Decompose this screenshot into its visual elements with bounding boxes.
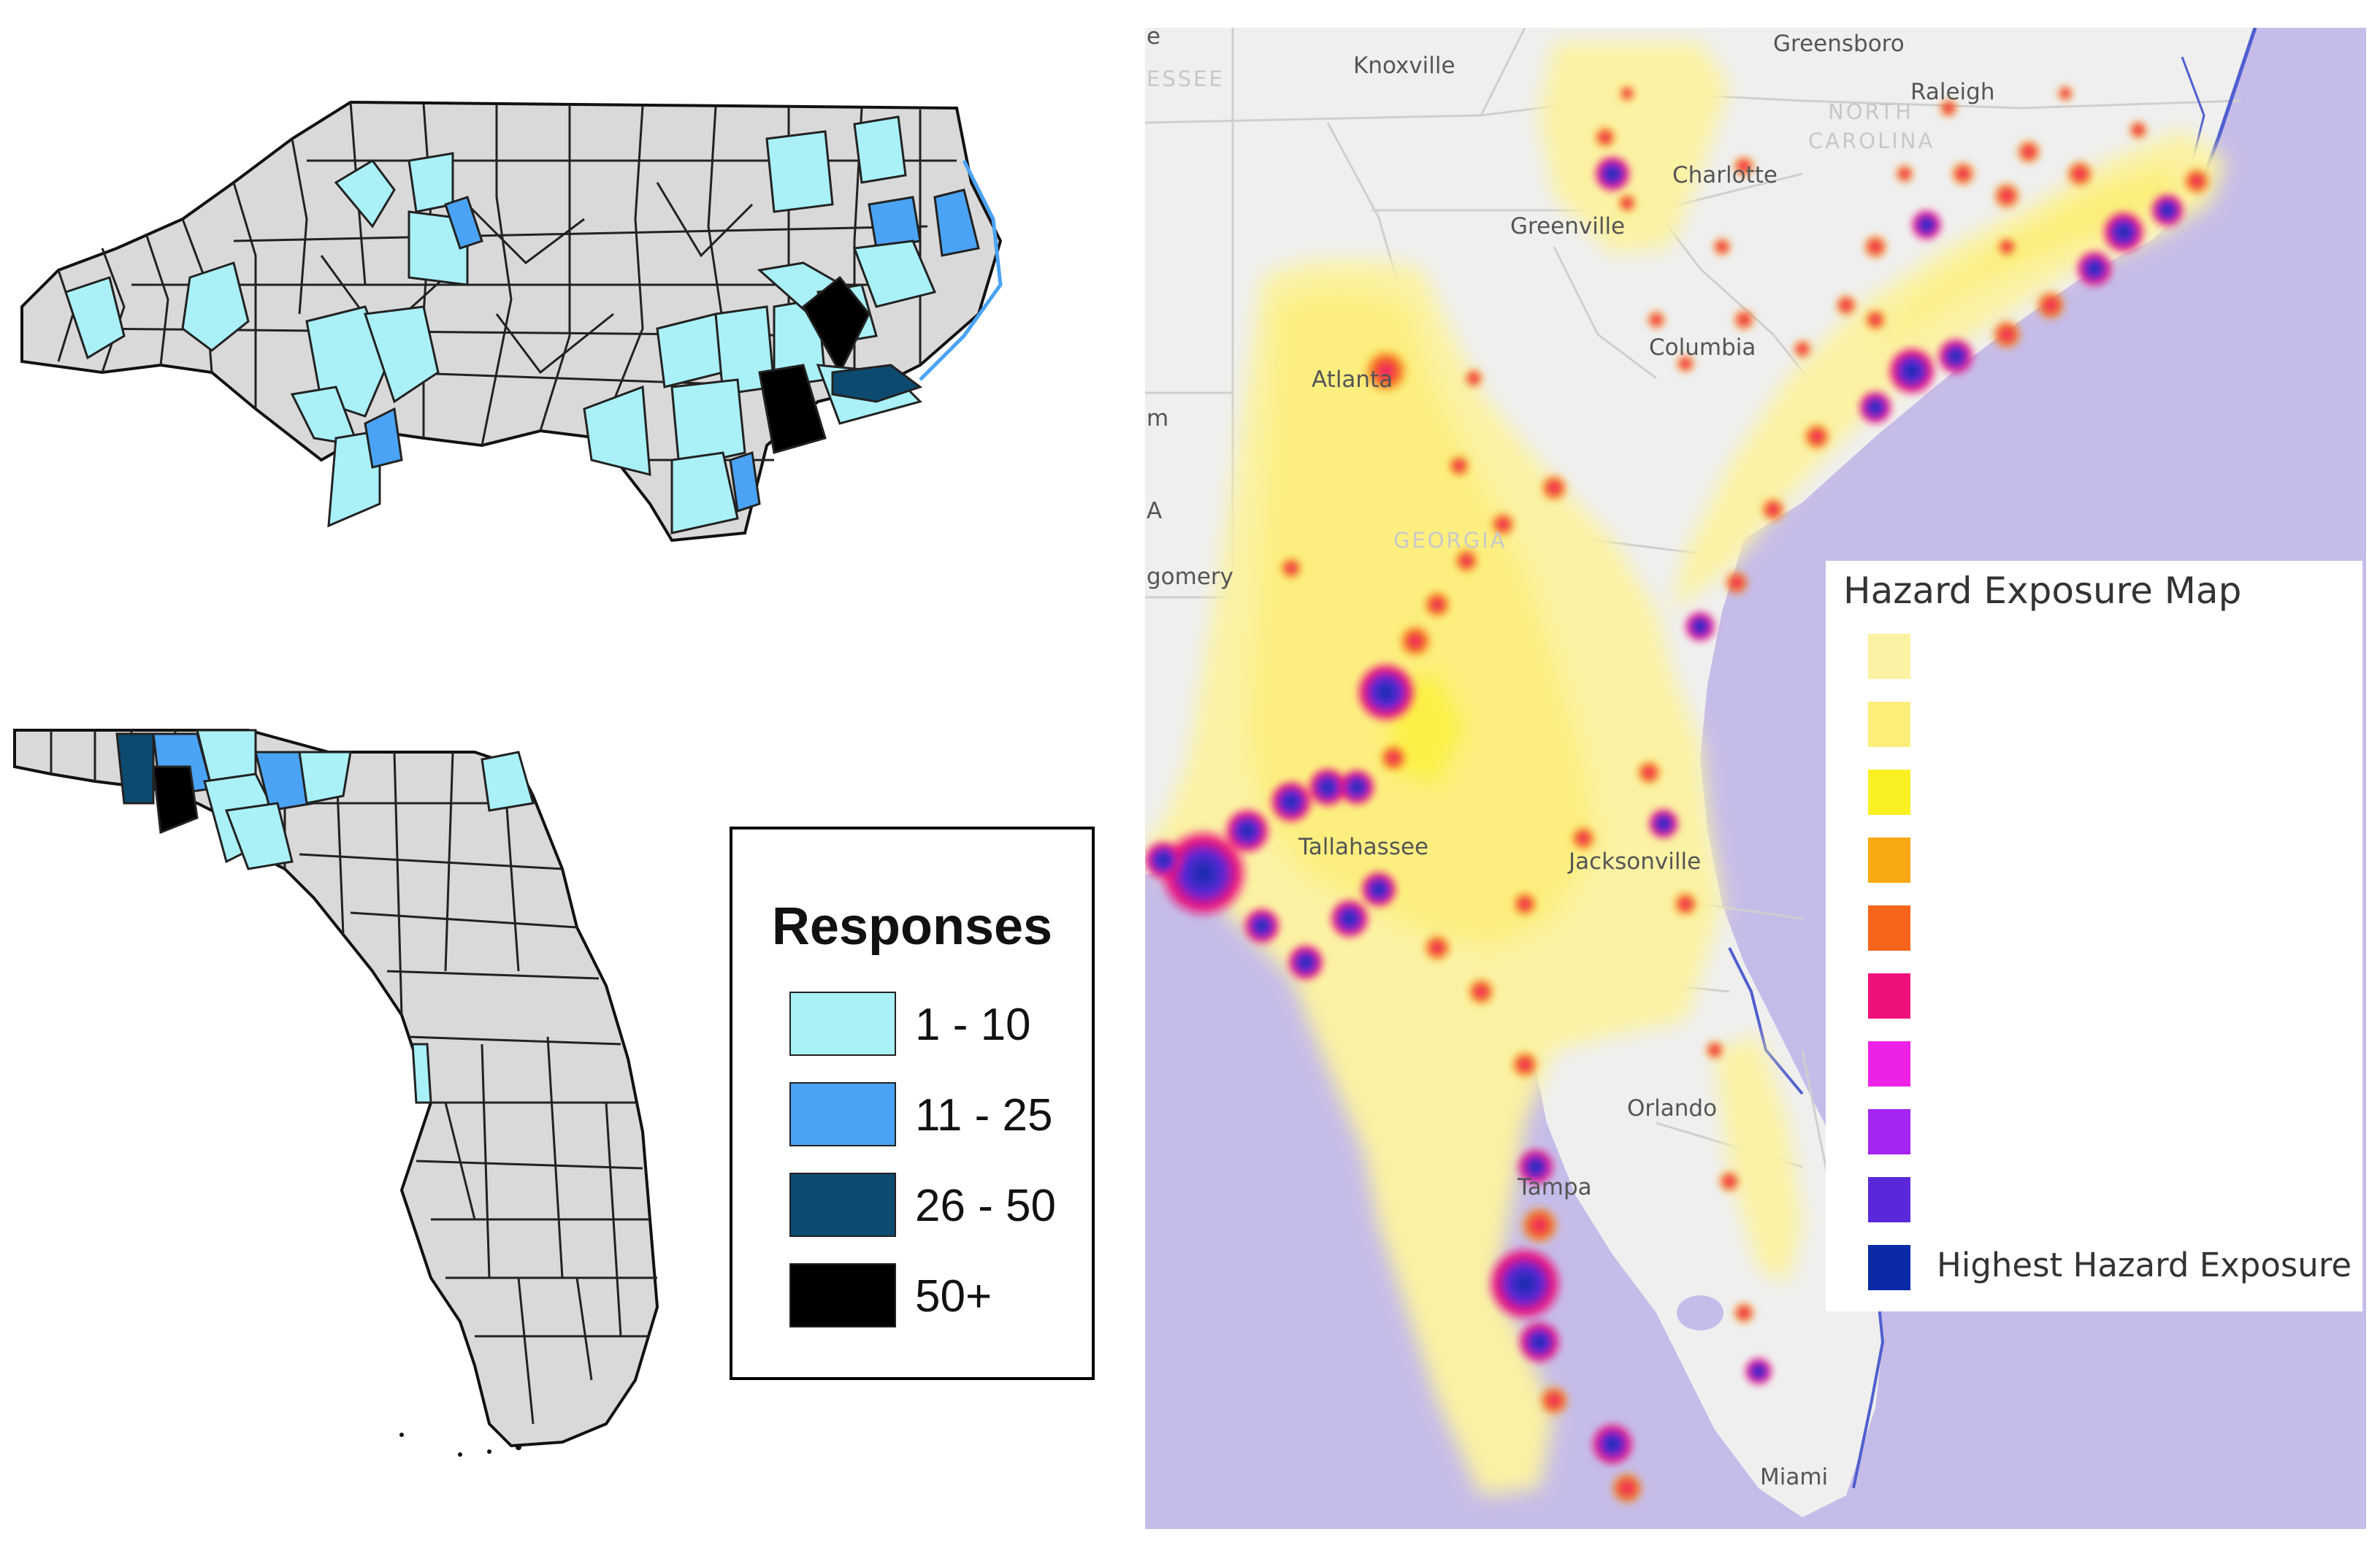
responses-label-11-25: 11 - 25 [915,1090,1053,1141]
region-label-georgia: GEORGIA [1393,528,1507,553]
fl-state-shape [13,729,659,1448]
hazard-swatch-7 [1868,1041,1910,1087]
responses-swatch-50-plus [789,1263,896,1327]
hazard-legend: Hazard Exposure Map Highest Hazard Expos… [1826,561,2362,1311]
city-label-knoxville: Knoxville [1353,53,1455,79]
fl-state-outline [13,729,659,1448]
hazard-legend-highest-label: Highest Hazard Exposure [1937,1246,2352,1284]
responses-legend-item: 50+ [789,1263,1082,1327]
fl-county-map [13,729,659,1457]
nc-state-shape [20,100,1003,543]
hazard-map-city-labels: Knoxville Greensboro Raleigh Charlotte G… [1298,31,1994,1490]
city-label-columbia: Columbia [1649,334,1756,361]
city-label-greenville: Greenville [1510,213,1625,240]
edge-label-m: m [1147,405,1168,432]
responses-label-50-plus: 50+ [915,1271,992,1322]
nc-outer-banks [919,159,1003,381]
region-label-tennessee: ESSEE [1147,66,1225,91]
fl-county-borders [50,730,657,1425]
region-label-carolina: CAROLINA [1808,129,1935,153]
hazard-map-region-labels: NORTH CAROLINA GEORGIA ESSEE [1147,66,1935,553]
city-label-jacksonville: Jacksonville [1567,848,1701,875]
edge-label-gomery: gomery [1147,564,1233,590]
edge-label-a: A [1147,498,1162,524]
hazard-swatch-6 [1868,973,1910,1019]
city-label-raleigh: Raleigh [1910,79,1994,105]
hazard-swatch-5 [1868,905,1910,951]
hazard-map-edge-labels: e m A gomery [1147,28,1233,590]
responses-swatch-1-10 [789,992,896,1056]
city-label-charlotte: Charlotte [1672,162,1778,188]
city-label-miami: Miami [1760,1464,1828,1490]
hazard-legend-title: Hazard Exposure Map [1843,570,2242,612]
hazard-exposure-hotspots [1145,85,2211,1506]
responses-legend-item: 26 - 50 [789,1173,1082,1237]
nc-response-counties [64,152,483,528]
city-label-tallahassee: Tallahassee [1298,834,1428,860]
city-label-tampa: Tampa [1517,1174,1592,1200]
hazard-swatch-3 [1868,770,1910,815]
responses-swatch-26-50 [789,1173,896,1237]
responses-legend: Responses 1 - 10 11 - 25 26 - 50 50+ [730,827,1095,1380]
responses-swatch-11-25 [789,1082,896,1146]
responses-label-26-50: 26 - 50 [915,1181,1057,1231]
responses-legend-item: 11 - 25 [789,1082,1082,1146]
city-label-greensboro: Greensboro [1773,31,1905,57]
city-label-atlanta: Atlanta [1312,367,1393,393]
hazard-swatch-1 [1868,634,1910,679]
responses-legend-item: 1 - 10 [789,992,1082,1056]
hazard-map-lake [1677,1295,1723,1330]
fl-keys [399,1433,521,1457]
hazard-swatch-2 [1868,702,1910,747]
responses-label-1-10: 1 - 10 [915,1000,1031,1050]
nc-county-map [20,100,1003,543]
responses-legend-title: Responses [771,897,1053,956]
city-label-orlando: Orlando [1627,1095,1717,1122]
nc-state-outline [20,100,1003,543]
nc-eastern-counties [583,115,980,534]
fl-response-counties [115,729,535,1104]
hazard-swatch-10 [1868,1245,1910,1290]
hazard-swatch-4 [1868,838,1910,883]
edge-label-e: e [1147,28,1160,50]
region-label-north: NORTH [1828,99,1913,124]
hazard-swatch-9 [1868,1177,1910,1222]
hazard-swatch-8 [1868,1109,1910,1154]
